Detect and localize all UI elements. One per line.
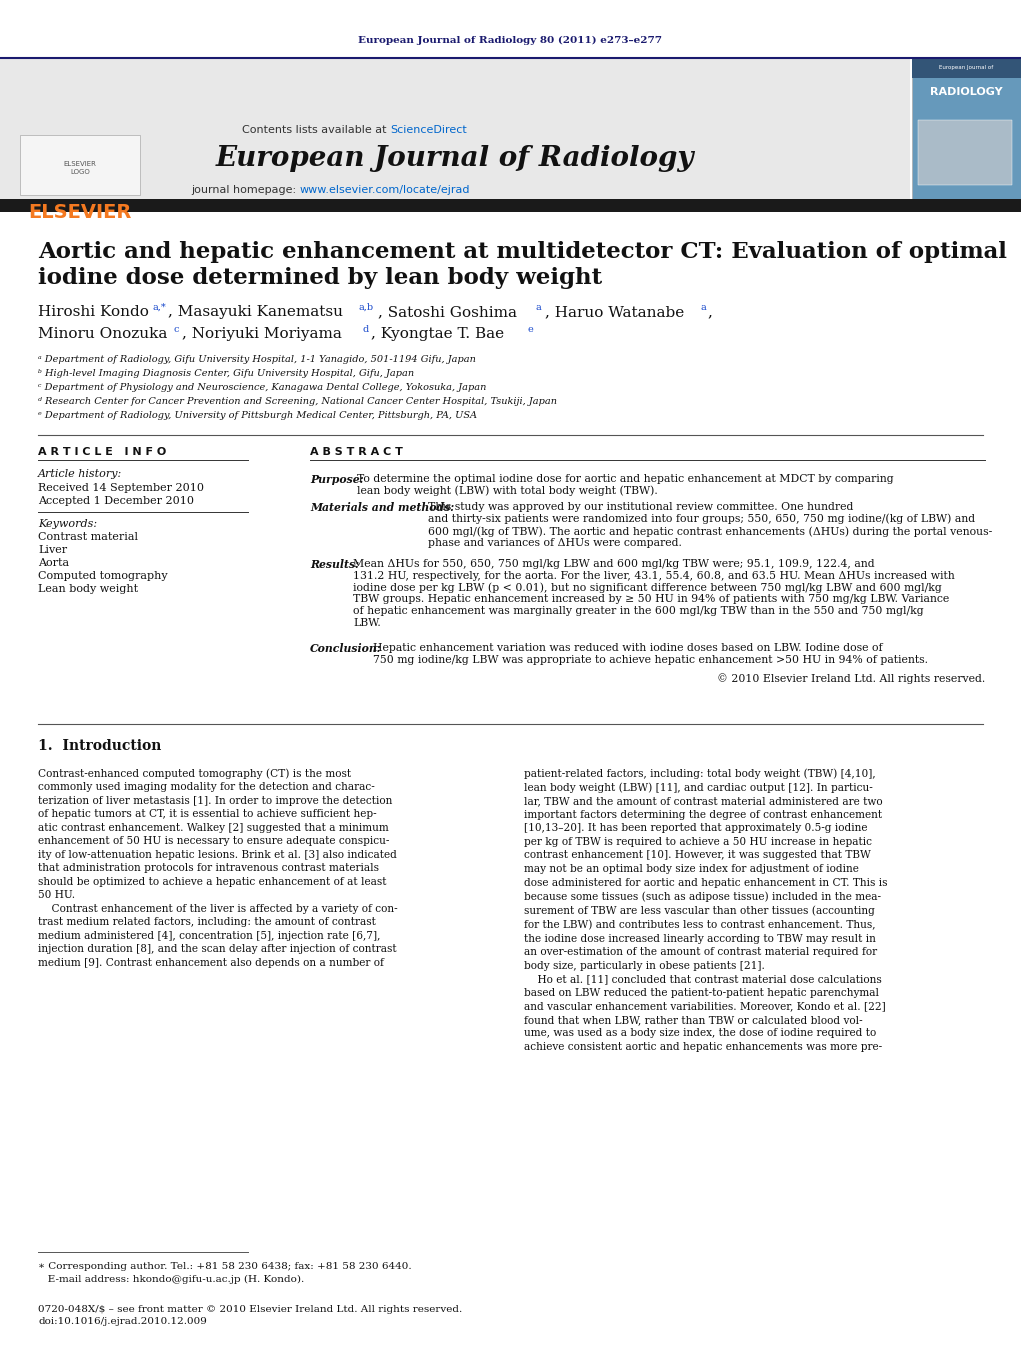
Text: To determine the optimal iodine dose for aortic and hepatic enhancement at MDCT : To determine the optimal iodine dose for… [357,474,893,496]
Bar [912,58,1021,78]
Text: ᵉ Department of Radiology, University of Pittsburgh Medical Center, Pittsburgh, : ᵉ Department of Radiology, University of… [38,412,477,420]
Text: Results:: Results: [310,559,359,570]
Text: journal homepage:: journal homepage: [191,185,300,195]
Text: Mean ΔHUs for 550, 650, 750 mgl/kg LBW and 600 mgl/kg TBW were; 95.1, 109.9, 122: Mean ΔHUs for 550, 650, 750 mgl/kg LBW a… [353,559,955,628]
Text: ELSEVIER
LOGO: ELSEVIER LOGO [63,162,96,174]
Text: Keywords:: Keywords: [38,519,97,530]
Text: ᵈ Research Center for Cancer Prevention and Screening, National Cancer Center Ho: ᵈ Research Center for Cancer Prevention … [38,397,557,407]
Text: Article history:: Article history: [38,469,123,480]
Text: ∗ Corresponding author. Tel.: +81 58 230 6438; fax: +81 58 230 6440.
   E-mail a: ∗ Corresponding author. Tel.: +81 58 230… [38,1262,411,1283]
Bar [912,58,1021,200]
Text: , Haruo Watanabe: , Haruo Watanabe [545,305,684,319]
Text: iodine dose determined by lean body weight: iodine dose determined by lean body weig… [38,267,602,289]
Text: a: a [700,303,706,312]
Text: d: d [362,324,369,334]
Bar [0,199,1021,212]
Text: e: e [527,324,533,334]
Text: 1.  Introduction: 1. Introduction [38,739,161,753]
Text: Lean body weight: Lean body weight [38,584,138,594]
Bar [918,120,1012,185]
Text: Purpose:: Purpose: [310,474,363,485]
Text: Hepatic enhancement variation was reduced with iodine doses based on LBW. Iodine: Hepatic enhancement variation was reduce… [373,643,928,665]
Text: European Journal of: European Journal of [939,65,993,70]
Text: c: c [173,324,179,334]
Text: Aortic and hepatic enhancement at multidetector CT: Evaluation of optimal: Aortic and hepatic enhancement at multid… [38,240,1007,263]
Text: 0720-048X/$ – see front matter © 2010 Elsevier Ireland Ltd. All rights reserved.: 0720-048X/$ – see front matter © 2010 El… [38,1305,463,1327]
Text: Minoru Onozuka: Minoru Onozuka [38,327,167,340]
Text: A R T I C L E   I N F O: A R T I C L E I N F O [38,447,166,457]
Bar [0,58,910,200]
Text: patient-related factors, including: total body weight (TBW) [4,10],
lean body we: patient-related factors, including: tota… [524,767,887,1052]
Text: European Journal of Radiology: European Journal of Radiology [215,145,694,172]
Text: Contents lists available at: Contents lists available at [242,126,390,135]
Text: Contrast-enhanced computed tomography (CT) is the most
commonly used imaging mod: Contrast-enhanced computed tomography (C… [38,767,397,967]
Text: a,*: a,* [152,303,165,312]
Text: ,: , [707,305,712,319]
Text: a: a [535,303,541,312]
Text: , Satoshi Goshima: , Satoshi Goshima [378,305,517,319]
Text: ELSEVIER: ELSEVIER [29,204,132,223]
Text: This study was approved by our institutional review committee. One hundred
and t: This study was approved by our instituti… [428,503,992,549]
Text: © 2010 Elsevier Ireland Ltd. All rights reserved.: © 2010 Elsevier Ireland Ltd. All rights … [717,673,985,684]
Text: Conclusion:: Conclusion: [310,643,382,654]
Bar [20,135,140,195]
Text: Materials and methods:: Materials and methods: [310,503,454,513]
Text: ᵃ Department of Radiology, Gifu University Hospital, 1-1 Yanagido, 501-1194 Gifu: ᵃ Department of Radiology, Gifu Universi… [38,355,476,365]
Text: ᶜ Department of Physiology and Neuroscience, Kanagawa Dental College, Yokosuka, : ᶜ Department of Physiology and Neuroscie… [38,384,486,393]
Text: ᵇ High-level Imaging Diagnosis Center, Gifu University Hospital, Gifu, Japan: ᵇ High-level Imaging Diagnosis Center, G… [38,370,415,378]
Text: www.elsevier.com/locate/ejrad: www.elsevier.com/locate/ejrad [300,185,471,195]
Text: , Noriyuki Moriyama: , Noriyuki Moriyama [182,327,342,340]
Text: European Journal of Radiology 80 (2011) e273–e277: European Journal of Radiology 80 (2011) … [358,35,662,45]
Text: Hiroshi Kondo: Hiroshi Kondo [38,305,149,319]
Text: Aorta: Aorta [38,558,69,567]
Text: a,b: a,b [358,303,373,312]
Text: RADIOLOGY: RADIOLOGY [930,86,1003,97]
Text: Computed tomography: Computed tomography [38,571,167,581]
Text: Accepted 1 December 2010: Accepted 1 December 2010 [38,496,194,507]
Text: Liver: Liver [38,544,67,555]
Text: A B S T R A C T: A B S T R A C T [310,447,403,457]
Text: Received 14 September 2010: Received 14 September 2010 [38,484,204,493]
Text: , Masayuki Kanematsu: , Masayuki Kanematsu [168,305,343,319]
Text: , Kyongtae T. Bae: , Kyongtae T. Bae [371,327,504,340]
Text: Contrast material: Contrast material [38,532,138,542]
Text: ScienceDirect: ScienceDirect [390,126,467,135]
